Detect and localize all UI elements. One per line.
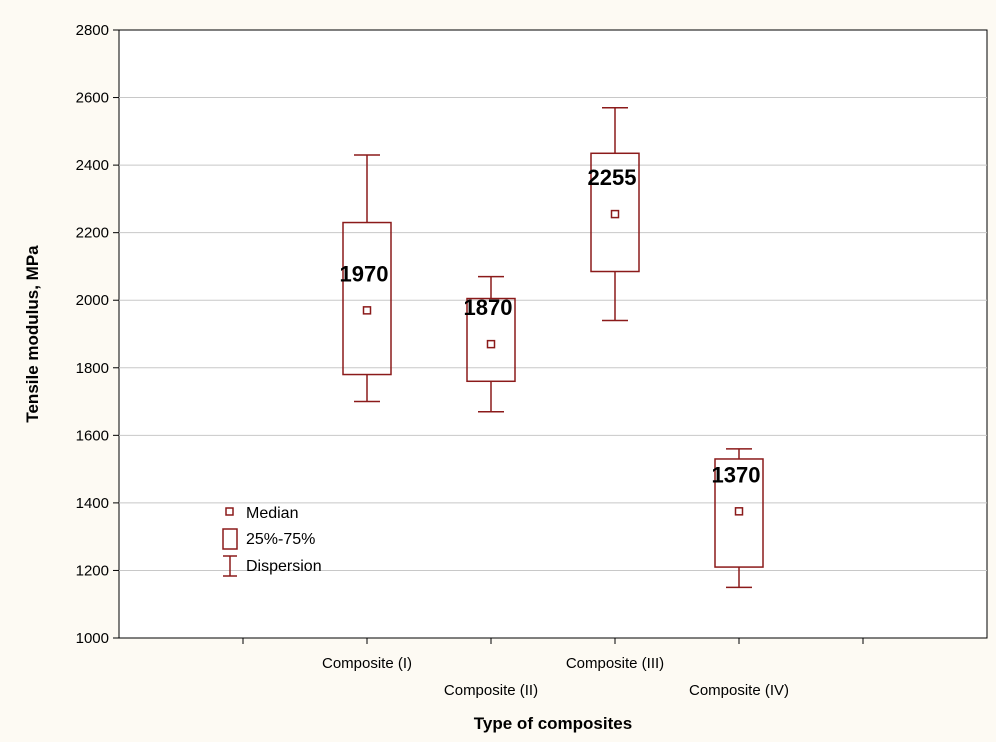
y-axis-title: Tensile modulus, MPa — [23, 245, 42, 423]
y-tick-label: 2600 — [76, 90, 109, 107]
box-iqr — [342, 221, 392, 376]
y-tick-label: 1200 — [76, 562, 109, 579]
box-iqr — [714, 458, 764, 568]
y-tick-label: 1600 — [76, 427, 109, 444]
plot-area — [118, 29, 988, 639]
x-category-label: Composite (II) — [444, 682, 538, 699]
box-group: 2255 — [588, 106, 640, 322]
y-tick-label: 1400 — [76, 495, 109, 512]
x-category-label: Composite (III) — [566, 655, 664, 672]
boxes: 1970 1870 2255 1370 — [340, 106, 764, 589]
x-category-label: Composite (I) — [322, 655, 412, 672]
y-tick-label: 1800 — [76, 360, 109, 377]
median-marker — [362, 306, 372, 315]
median-marker — [734, 507, 744, 516]
box-group: 1370 — [712, 448, 764, 589]
median-label: 1370 — [712, 462, 761, 487]
median-marker — [610, 209, 620, 219]
legend: Median 25%-75% Dispersion — [222, 505, 322, 577]
y-axis: 1000 1200 1400 1600 1800 2000 2200 2400 2600 2800 — [76, 22, 119, 647]
median-label: 1870 — [464, 295, 513, 320]
box-group: 1970 — [340, 154, 392, 403]
box-iqr — [466, 297, 516, 383]
median-label: 2255 — [588, 165, 637, 190]
y-tick-label: 2200 — [76, 225, 109, 242]
legend-box-label: 25%-75% — [246, 531, 315, 548]
y-tick-label: 2000 — [76, 292, 109, 309]
y-tick-label: 2400 — [76, 157, 109, 174]
y-tick-label: 2800 — [76, 22, 109, 39]
box-iqr — [590, 152, 640, 273]
legend-median-marker — [225, 507, 234, 516]
median-marker — [486, 339, 496, 349]
legend-box-marker — [222, 528, 238, 550]
x-category-label: Composite (IV) — [689, 682, 789, 699]
median-label: 1970 — [340, 261, 389, 286]
legend-median-label: Median — [246, 505, 298, 522]
x-axis-title: Type of composites — [474, 714, 632, 733]
y-tick-label: 1000 — [76, 630, 109, 647]
legend-dispersion-label: Dispersion — [246, 558, 322, 575]
box-group: 1870 — [464, 275, 516, 413]
x-axis: Composite (I) Composite (II) Composite (II… — [242, 638, 864, 699]
grid-lines — [119, 97, 987, 571]
